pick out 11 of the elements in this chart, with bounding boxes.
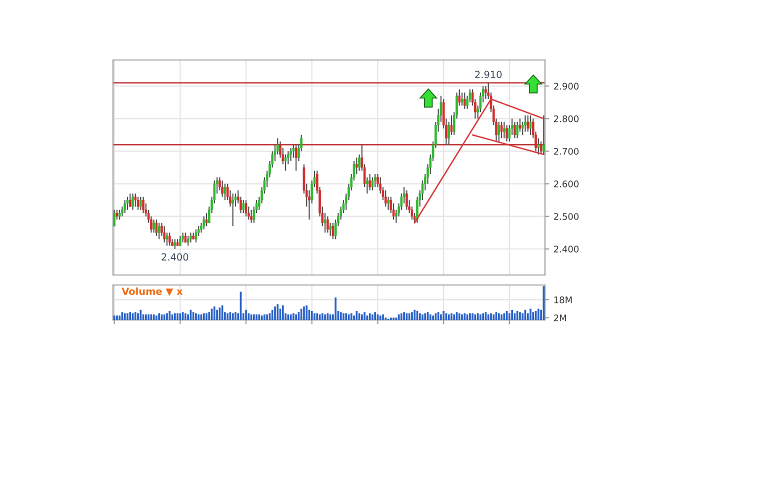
annotation: 2.910 [475, 70, 502, 78]
chart-title: Volume ▼ x [122, 287, 183, 296]
annotation: 2.400 [162, 253, 188, 261]
y-tick-label: 2.800 [554, 115, 579, 122]
y-tick-label: 18M [554, 296, 572, 304]
y-tick-label: 2.400 [554, 246, 579, 252]
y-tick-label: 2M [554, 314, 566, 322]
y-tick-label: 2.600 [554, 180, 579, 188]
y-tick-label: 2.500 [554, 213, 579, 220]
y-tick-label: 2.900 [554, 82, 579, 90]
y-tick-label: 2.700 [554, 148, 579, 155]
